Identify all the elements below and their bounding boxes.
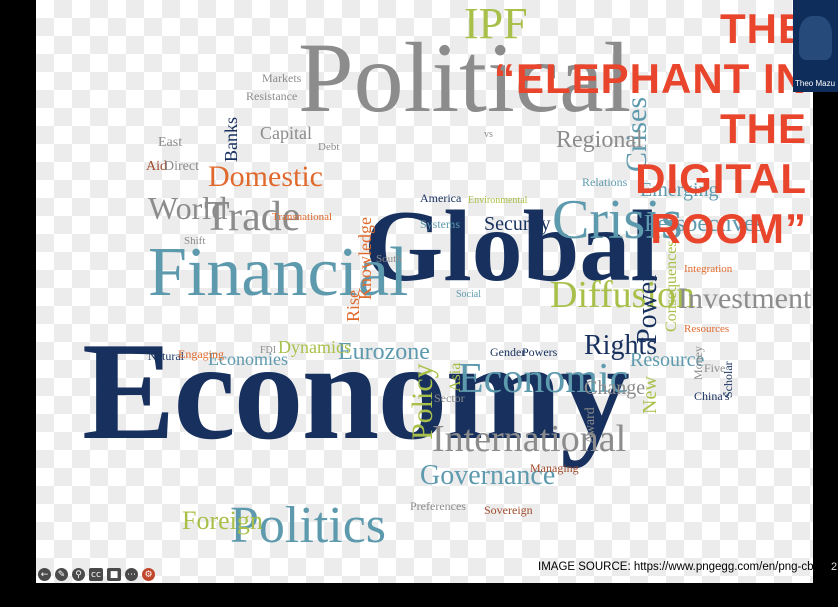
word-resistance: Resistance xyxy=(246,89,298,103)
word-rights: Rights xyxy=(584,330,658,361)
captions-icon[interactable]: cc xyxy=(89,568,103,581)
word-east: East xyxy=(158,135,183,150)
image-source-caption: IMAGE SOURCE: https://www.pngegg.com/en/… xyxy=(538,561,833,573)
camera-icon[interactable]: ■ xyxy=(107,568,121,581)
word-financial: Financial xyxy=(148,234,409,311)
word-chinas: China's xyxy=(694,389,730,403)
word-emerging: Emerging xyxy=(640,179,719,201)
word-new: New xyxy=(639,376,661,414)
word-international: International xyxy=(432,418,627,460)
word-resource: Resource xyxy=(630,349,705,371)
word-ipf: IPF xyxy=(464,0,528,48)
word-trade: Trade xyxy=(204,194,301,240)
word-investment: Investment xyxy=(678,282,812,315)
word-knowledge: Knowledge xyxy=(355,217,375,300)
word-eurozone: Eurozone xyxy=(338,339,430,365)
word-environmental: Environmental xyxy=(468,195,528,206)
more-icon[interactable]: ⋯ xyxy=(125,568,138,581)
word-politics: Politics xyxy=(230,497,387,554)
participant-name: Theo Mazu xyxy=(795,79,836,88)
word-governance: Governance xyxy=(420,460,556,491)
participant-avatar xyxy=(799,16,832,60)
title-line-4: DIGITAL xyxy=(635,155,807,202)
word-security: Security xyxy=(484,213,551,235)
word-crisis: Crisis xyxy=(552,189,683,251)
word-fdi: FDI xyxy=(260,345,277,356)
slide-page-number: 2 xyxy=(831,561,838,573)
word-engaging: Engaging xyxy=(178,347,224,361)
title-line-3: THE xyxy=(720,105,807,152)
word-preferences: Preferences xyxy=(410,499,466,513)
word-relations: Relations xyxy=(582,175,628,189)
word-five: Five xyxy=(704,361,726,375)
word-south: South xyxy=(376,253,402,265)
slide-title: THE “ELEPHANT IN THE DIGITAL ROOM” xyxy=(494,4,807,254)
word-powers: Powers xyxy=(522,345,558,359)
presentation-slide: Political IPF Global Economy Financial C… xyxy=(36,0,813,583)
zoom-icon[interactable]: ⚲ xyxy=(72,568,85,581)
participant-video-tile[interactable]: Theo Mazu xyxy=(793,0,838,92)
word-dynamics: Dynamics xyxy=(278,337,351,357)
back-arrow-icon[interactable]: ← xyxy=(38,568,51,581)
word-economies: Economies xyxy=(208,349,288,369)
word-diffusion: Diffusion xyxy=(550,274,695,316)
word-money: Money xyxy=(691,346,705,380)
word-capital: Capital xyxy=(260,123,312,143)
word-gender: Gender xyxy=(490,345,526,359)
word-world: World xyxy=(148,190,228,226)
left-letterbox xyxy=(0,0,36,607)
bottom-bar xyxy=(0,583,838,607)
title-line-1: THE xyxy=(720,5,807,52)
word-sector: Sector xyxy=(434,391,465,405)
settings-icon[interactable]: ⚙ xyxy=(142,568,155,581)
word-vs: vs xyxy=(484,129,493,140)
word-resources: Resources xyxy=(684,323,730,335)
word-award: Award xyxy=(583,407,598,444)
word-rise: Rise xyxy=(343,289,363,322)
word-transnational: Transnational xyxy=(272,211,333,223)
word-global: Global xyxy=(364,190,659,303)
word-aid: Aid xyxy=(146,159,167,174)
word-markets: Markets xyxy=(262,71,302,85)
word-sovereign: Sovereign xyxy=(484,503,533,517)
word-integration: Integration xyxy=(684,263,733,275)
word-managing: Managing xyxy=(530,461,579,475)
word-change: Change xyxy=(584,377,646,399)
word-america: America xyxy=(420,191,462,205)
word-consequences: Consequences xyxy=(663,240,680,332)
word-direct: Direct xyxy=(164,159,199,174)
word-debt: Debt xyxy=(318,141,340,153)
word-shift: Shift xyxy=(184,235,206,247)
word-natural: Natural xyxy=(148,349,184,363)
title-line-5: ROOM” xyxy=(650,205,807,252)
presentation-toolbar: ← ✎ ⚲ cc ■ ⋯ ⚙ xyxy=(38,568,155,581)
right-letterbox xyxy=(813,0,838,607)
word-economy: Economy xyxy=(82,314,630,469)
word-banks: Banks xyxy=(221,117,241,162)
word-systems: Systems xyxy=(420,217,461,231)
word-regional: Regional xyxy=(556,127,643,153)
pen-icon[interactable]: ✎ xyxy=(55,568,68,581)
title-line-2: “ELEPHANT IN xyxy=(493,55,807,102)
word-social: Social xyxy=(456,289,481,300)
word-political: Political xyxy=(298,22,632,133)
word-economic: Economic xyxy=(458,356,629,402)
word-perspectives: Perspectives xyxy=(644,211,764,237)
word-domestic: Domestic xyxy=(208,160,323,193)
word-asia: Asia xyxy=(447,362,464,392)
word-foreign: Foreign xyxy=(182,506,263,535)
